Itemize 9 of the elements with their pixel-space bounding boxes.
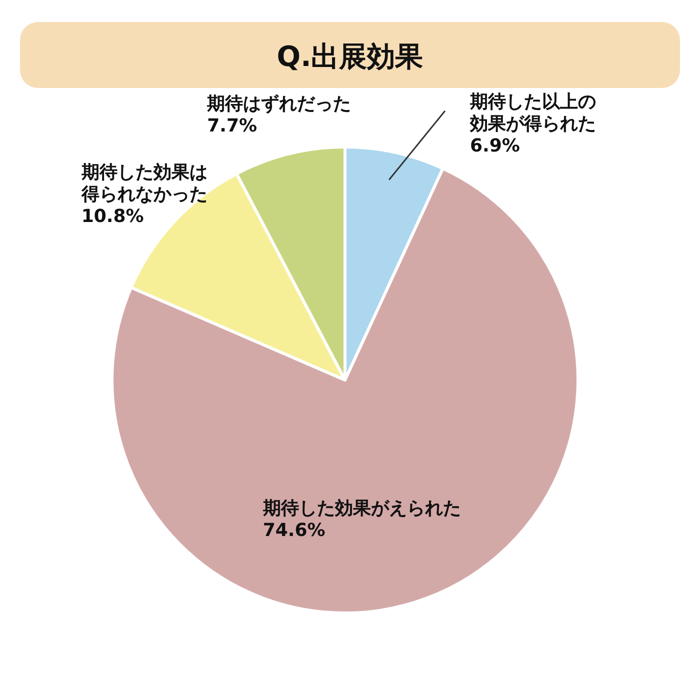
chart-title: Q.出展効果: [276, 40, 424, 73]
slice-label: 期待した効果は得られなかった: [80, 162, 208, 205]
data-label: 7.7%: [207, 115, 258, 136]
slice-label: 期待はずれだった: [206, 93, 352, 114]
slice-label: 期待した以上の効果が得られた: [469, 91, 596, 134]
data-label: 74.6%: [262, 520, 326, 541]
data-label: 10.8%: [81, 206, 144, 227]
slice-label: 期待した効果がえられた: [262, 498, 461, 519]
data-label: 6.9%: [470, 135, 520, 156]
